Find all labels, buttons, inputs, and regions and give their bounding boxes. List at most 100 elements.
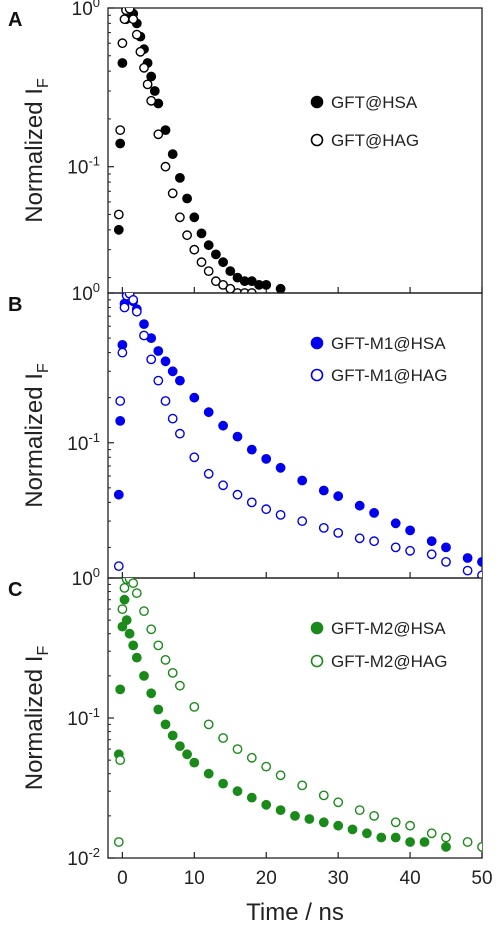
data-point — [160, 655, 171, 665]
data-point — [115, 396, 126, 406]
legend-marker — [310, 621, 324, 635]
data-point — [290, 811, 300, 821]
data-point — [441, 842, 451, 852]
data-point — [167, 668, 178, 678]
y-tick-label: 10-2 — [67, 845, 100, 870]
plot-frame — [107, 7, 483, 294]
data-point — [174, 375, 185, 386]
data-point — [275, 770, 286, 781]
data-point — [275, 462, 286, 473]
data-point — [246, 444, 257, 455]
data-point — [196, 228, 207, 239]
data-point — [333, 491, 344, 502]
legend-marker — [310, 654, 324, 668]
data-point — [167, 188, 178, 199]
data-point — [210, 249, 221, 260]
data-point — [333, 528, 344, 538]
x-axis-title: Time / ns — [246, 899, 344, 926]
data-point — [115, 415, 126, 426]
data-point — [153, 129, 164, 140]
data-point — [275, 805, 286, 815]
data-point — [182, 230, 193, 241]
data-point — [462, 553, 473, 563]
data-point — [153, 704, 164, 715]
data-point — [124, 628, 135, 639]
legend-label: GFT-M2@HSA — [331, 619, 446, 638]
data-point — [121, 615, 132, 625]
y-axis-title: Normalized IF — [21, 646, 52, 791]
data-point — [261, 799, 272, 810]
x-tick-label: 50 — [471, 868, 492, 889]
panel-label: C — [8, 579, 22, 601]
data-point — [218, 778, 229, 789]
data-point — [117, 347, 128, 358]
y-tick-label: 100 — [72, 0, 100, 20]
data-point — [333, 797, 344, 808]
data-point — [146, 71, 157, 82]
data-point — [232, 431, 243, 442]
data-point — [405, 545, 415, 556]
data-point — [174, 172, 185, 183]
data-point — [203, 468, 214, 479]
data-point — [354, 533, 365, 544]
data-point — [318, 523, 329, 533]
data-point — [441, 542, 451, 553]
data-points — [113, 8, 286, 293]
data-point — [419, 837, 430, 847]
data-point — [146, 688, 157, 699]
data-point — [119, 594, 130, 605]
data-point — [232, 489, 243, 500]
data-points — [113, 293, 482, 578]
data-point — [128, 294, 139, 305]
legend-marker — [310, 95, 324, 109]
data-point — [462, 837, 473, 847]
data-point — [477, 842, 482, 852]
data-point — [218, 733, 229, 743]
data-point — [390, 518, 401, 529]
data-point — [261, 504, 272, 515]
legend-label: GFT-M1@HAG — [331, 366, 447, 385]
data-point — [477, 557, 482, 567]
data-point — [196, 257, 207, 268]
data-point — [153, 346, 164, 356]
data-point — [139, 671, 149, 681]
data-point — [128, 640, 139, 651]
data-point — [318, 790, 329, 801]
data-point — [167, 730, 178, 741]
panel-label: B — [8, 294, 22, 316]
data-point — [115, 684, 126, 695]
data-point — [426, 549, 437, 560]
data-point — [115, 138, 126, 149]
data-point — [189, 392, 200, 403]
data-point — [246, 792, 257, 803]
data-point — [128, 14, 139, 25]
data-point — [261, 761, 272, 772]
x-tick-label: 30 — [328, 868, 349, 889]
y-tick-label: 10-1 — [67, 705, 100, 730]
data-point — [113, 224, 124, 235]
data-point — [167, 366, 178, 377]
data-point — [405, 525, 415, 536]
data-point — [369, 811, 379, 821]
data-point — [174, 212, 185, 223]
legend-label: GFT-M2@HAG — [331, 652, 447, 671]
data-point — [131, 306, 142, 317]
data-point — [117, 58, 128, 68]
data-point — [376, 832, 387, 843]
data-point — [113, 489, 124, 500]
data-point — [146, 354, 157, 365]
data-point — [405, 820, 415, 831]
data-point — [441, 557, 451, 567]
x-tick-label: 20 — [256, 868, 277, 889]
data-point — [246, 497, 257, 508]
panel-a: A 100 10-1 Normalized IF GFT@HSA GFT@HAG — [8, 0, 483, 294]
data-point — [189, 757, 200, 768]
data-point — [297, 780, 308, 791]
data-point — [135, 46, 146, 57]
data-point — [160, 396, 171, 406]
x-tick-label: 0 — [117, 868, 128, 889]
data-point — [160, 356, 171, 367]
legend-label: GFT@HSA — [331, 93, 418, 112]
data-point — [275, 510, 286, 520]
data-point — [218, 279, 229, 290]
